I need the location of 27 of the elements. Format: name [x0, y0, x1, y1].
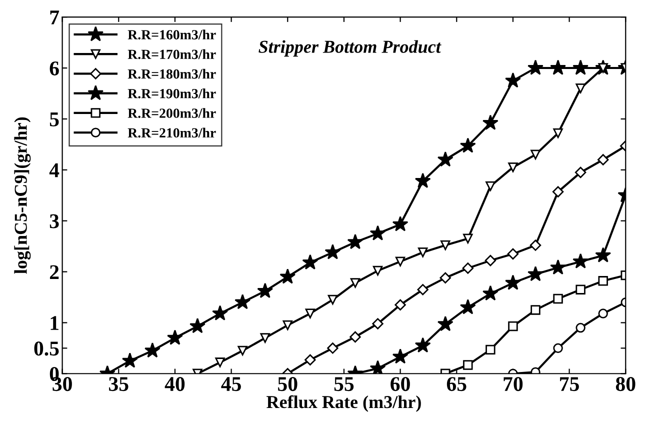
y-axis-title: log[nC5-nC9](gr/hr) — [14, 117, 31, 274]
x-tick-label: 40 — [164, 377, 185, 392]
legend-label: R.R=190m3/hr — [128, 88, 216, 98]
y-tick-label: 2 — [50, 265, 59, 279]
annotation: Stripper Bottom Product — [258, 40, 442, 57]
legend-label: R.R=200m3/hr — [128, 108, 216, 118]
x-tick-label: 75 — [560, 377, 579, 392]
y-tick-label: 4 — [49, 163, 60, 178]
y-tick-label: 1 — [50, 316, 58, 330]
x-axis-title: Reflux Rate (m3/hr) — [266, 395, 421, 412]
y-tick-label: 0.5 — [34, 342, 59, 356]
x-tick-label: 65 — [446, 377, 466, 392]
x-tick-label: 55 — [334, 377, 354, 392]
legend-label: R.R=170m3/hr — [128, 49, 216, 60]
legend-label: R.R=180m3/hr — [128, 68, 216, 79]
y-tick-label: 5 — [50, 112, 59, 126]
x-tick-label: 45 — [221, 377, 241, 392]
x-tick-label: 35 — [109, 377, 128, 392]
x-tick-label: 70 — [504, 377, 523, 392]
legend-label: R.R=160m3/hr — [128, 30, 216, 40]
legend-label: R.R=210m3/hr — [128, 128, 216, 138]
x-tick-label: 80 — [616, 377, 636, 392]
x-tick-label: 60 — [390, 377, 410, 392]
y-tick-label: 7 — [50, 10, 60, 24]
x-tick-label: 50 — [278, 377, 298, 392]
y-tick-label: 3 — [50, 214, 59, 228]
y-tick-label: 6 — [50, 61, 59, 76]
